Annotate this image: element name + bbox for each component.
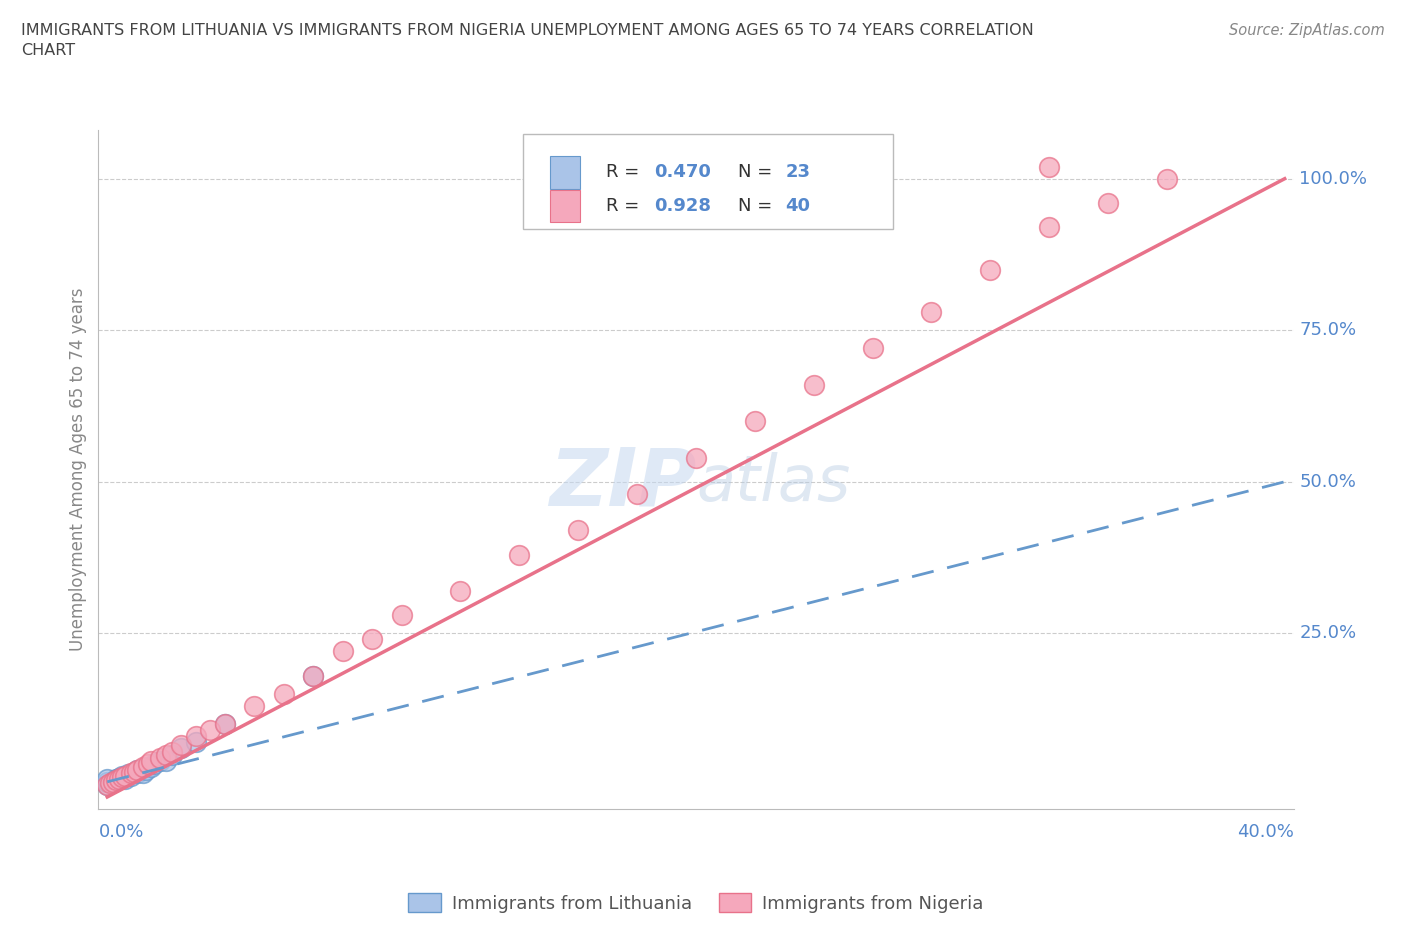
Point [170,741,193,756]
Text: R =: R = [606,164,645,181]
Point [302,669,325,684]
Text: 40: 40 [786,197,811,215]
Text: N =: N = [738,197,778,215]
Point [391,607,413,622]
Point [567,523,589,538]
Point [1038,219,1060,234]
Text: 100.0%: 100.0% [1299,169,1368,188]
Point [149,751,172,765]
Point [803,378,825,392]
Point [96,771,118,786]
Point [1156,171,1178,186]
Point [1038,159,1060,174]
Point [101,775,124,790]
Point [160,744,183,759]
Point [125,763,148,777]
Point [108,770,131,785]
Text: 25.0%: 25.0% [1299,624,1357,643]
Bar [550,190,581,222]
Point [98,776,121,790]
Point [141,753,163,768]
Point [200,723,222,737]
Point [361,632,384,647]
Point [131,765,153,780]
Point [243,698,266,713]
Point [862,341,884,356]
Text: 40.0%: 40.0% [1237,823,1294,841]
Point [138,756,160,771]
Point [101,775,124,790]
FancyBboxPatch shape [523,134,893,229]
Point [125,765,148,780]
Point [96,777,118,792]
Text: Source: ZipAtlas.com: Source: ZipAtlas.com [1229,23,1385,38]
Point [450,583,472,598]
Point [184,729,207,744]
Text: 23: 23 [786,164,811,181]
Point [626,486,648,501]
Point [214,717,236,732]
Legend: Immigrants from Lithuania, Immigrants from Nigeria: Immigrants from Lithuania, Immigrants fr… [401,886,991,920]
Point [111,769,134,784]
Y-axis label: Unemployment Among Ages 65 to 74 years: Unemployment Among Ages 65 to 74 years [69,288,87,651]
Point [170,738,193,753]
Point [143,756,166,771]
Point [117,766,139,781]
Point [105,771,128,786]
Text: 0.0%: 0.0% [98,823,143,841]
Point [120,765,142,780]
Text: 75.0%: 75.0% [1299,321,1357,339]
Point [273,686,295,701]
Text: 50.0%: 50.0% [1299,472,1357,491]
Point [214,717,236,732]
Point [332,644,354,659]
Text: ZIP: ZIP [548,445,696,523]
Point [685,450,707,465]
Point [508,547,530,562]
Point [108,771,131,786]
Point [160,747,183,762]
Bar [550,156,581,189]
Point [114,771,136,786]
Point [149,753,172,768]
Point [184,735,207,750]
Text: 0.470: 0.470 [654,164,711,181]
Point [920,305,942,320]
Point [134,763,156,777]
Point [96,777,118,792]
Point [96,775,118,790]
Point [111,768,134,783]
Point [120,768,142,783]
Point [114,768,136,783]
Text: 0.928: 0.928 [654,197,711,215]
Point [744,414,766,429]
Point [122,764,145,779]
Point [131,759,153,774]
Text: N =: N = [738,164,778,181]
Text: R =: R = [606,197,645,215]
Point [125,763,148,777]
Point [141,759,163,774]
Point [105,773,128,788]
Text: IMMIGRANTS FROM LITHUANIA VS IMMIGRANTS FROM NIGERIA UNEMPLOYMENT AMONG AGES 65 : IMMIGRANTS FROM LITHUANIA VS IMMIGRANTS … [21,23,1033,58]
Point [302,669,325,684]
Point [1097,195,1119,210]
Point [155,753,177,768]
Point [155,747,177,762]
Text: atlas: atlas [696,452,851,514]
Point [979,262,1001,277]
